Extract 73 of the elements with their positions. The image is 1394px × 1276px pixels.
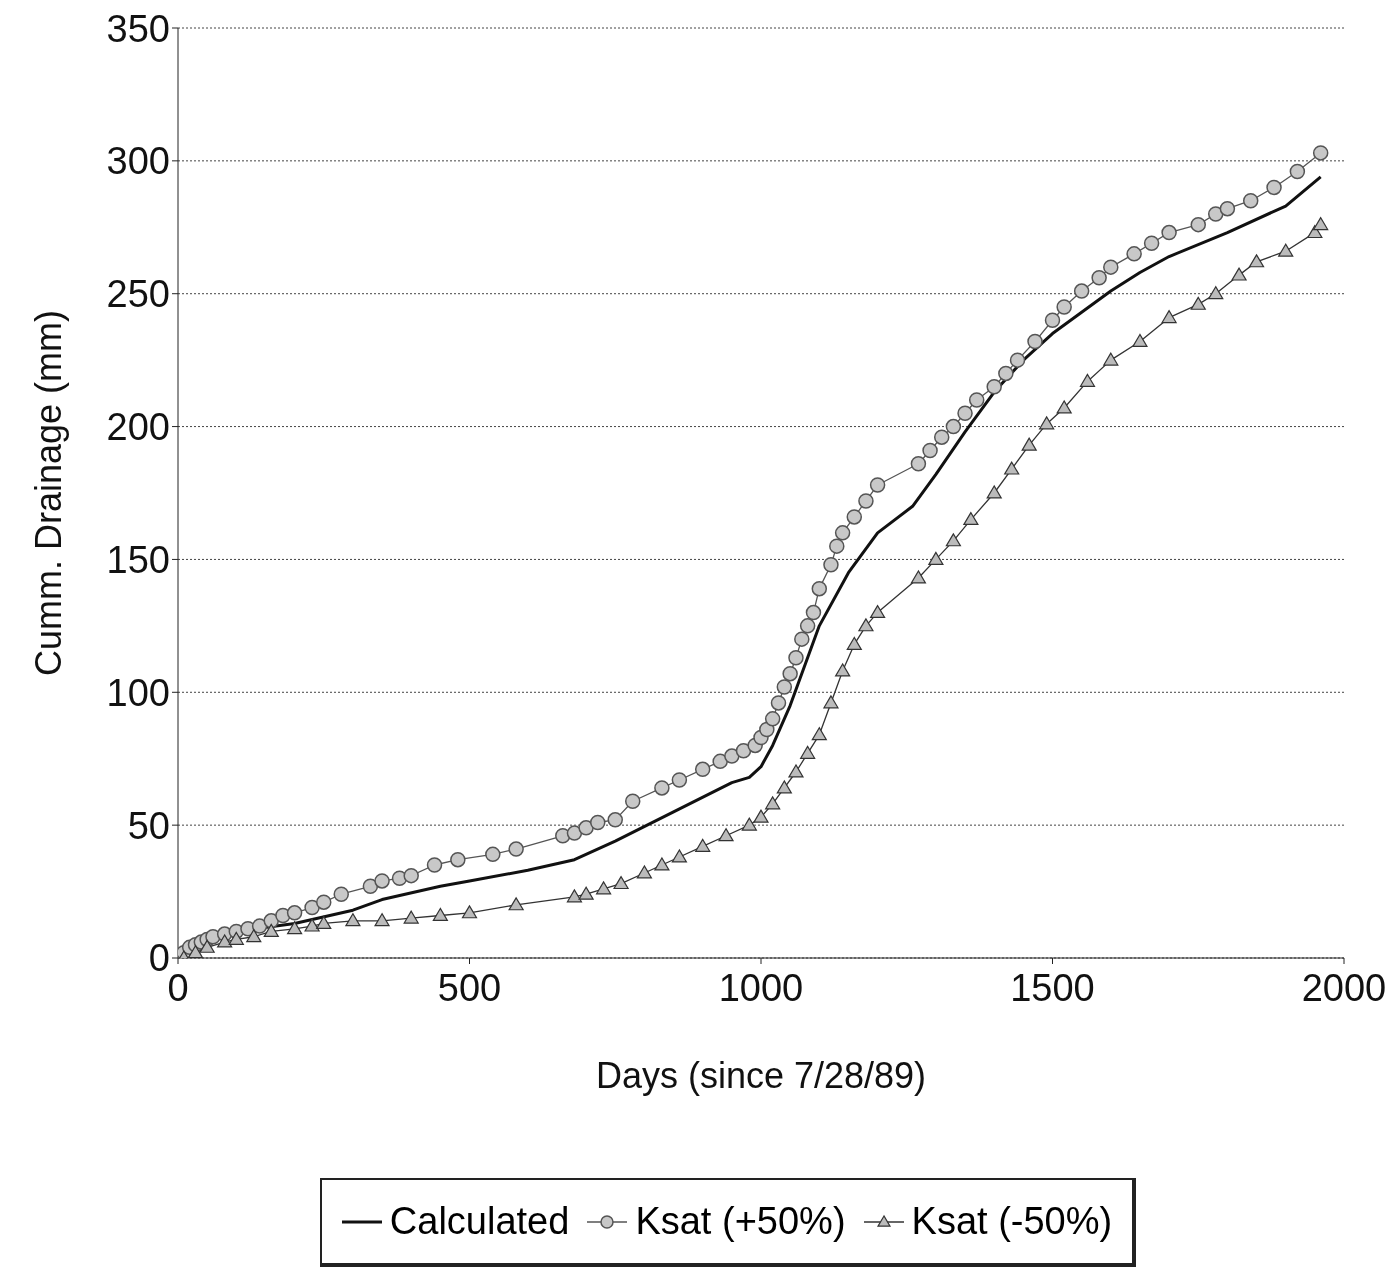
point	[636, 865, 652, 879]
point	[1190, 296, 1206, 310]
point	[846, 636, 862, 650]
point	[566, 889, 583, 903]
point	[1231, 267, 1247, 281]
legend-label: Ksat (-50%)	[911, 1200, 1113, 1243]
point	[1039, 416, 1055, 430]
point	[287, 921, 303, 935]
y-axis-title: Cumm. Drainage (mm)	[27, 309, 69, 677]
y-tick-label: 150	[106, 538, 170, 581]
point	[316, 915, 332, 929]
y-tick-label: 200	[106, 406, 170, 449]
point	[1132, 333, 1148, 348]
point	[963, 511, 979, 526]
point	[199, 939, 215, 953]
y-tick-label: 100	[106, 671, 170, 714]
point	[1307, 225, 1323, 239]
point	[228, 931, 244, 945]
x-tick-label: 1500	[1010, 966, 1095, 1009]
y-tick-label: 250	[106, 273, 170, 316]
point	[928, 551, 944, 565]
point	[1248, 254, 1265, 268]
point	[304, 918, 320, 932]
legend-label: Calculated	[389, 1200, 570, 1243]
point	[654, 857, 670, 871]
x-tick-label: 2000	[1301, 966, 1387, 1009]
point	[263, 923, 279, 937]
point	[1079, 373, 1096, 387]
point	[187, 945, 204, 958]
point	[217, 934, 233, 948]
point	[403, 910, 419, 924]
point	[753, 809, 769, 823]
y-tick-label: 0	[148, 937, 170, 980]
point	[432, 907, 448, 921]
point	[823, 695, 839, 709]
point	[870, 604, 886, 619]
point	[695, 838, 711, 852]
x-tick-label: 500	[437, 966, 502, 1009]
point	[776, 780, 792, 794]
point	[1313, 217, 1329, 231]
point	[1103, 352, 1119, 366]
point	[1056, 400, 1072, 414]
point	[788, 764, 804, 778]
point	[1278, 243, 1294, 257]
y-tick-label: 300	[106, 140, 170, 183]
point	[613, 876, 629, 890]
point	[800, 745, 816, 759]
point	[986, 485, 1002, 499]
point	[374, 913, 390, 927]
point	[1021, 437, 1037, 451]
point	[945, 533, 961, 547]
point	[595, 881, 612, 895]
point	[741, 817, 757, 831]
x-axis-title: Days (since 7/28/89)	[595, 1055, 927, 1096]
point	[910, 570, 927, 584]
point	[508, 897, 524, 911]
y-tick-label: 50	[127, 804, 170, 847]
point	[811, 727, 827, 741]
point	[835, 663, 851, 677]
point	[246, 929, 262, 943]
point	[578, 886, 594, 900]
legend-label: Ksat (+50%)	[635, 1200, 846, 1243]
point	[858, 618, 874, 632]
point	[1004, 461, 1020, 475]
point	[718, 828, 734, 842]
point	[1161, 310, 1177, 324]
point	[461, 905, 478, 919]
point	[1208, 286, 1224, 300]
point	[765, 796, 781, 810]
point	[345, 913, 361, 927]
x-tick-label: 1000	[718, 966, 804, 1009]
y-tick-label: 350	[106, 7, 170, 50]
point	[671, 849, 687, 863]
